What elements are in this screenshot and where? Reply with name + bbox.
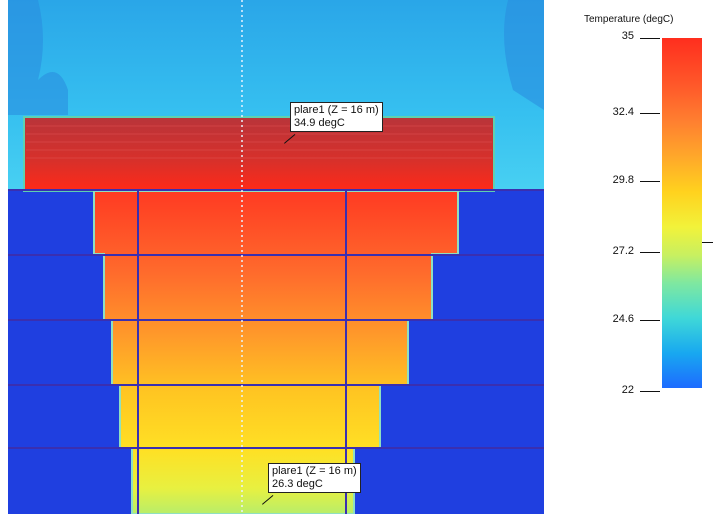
- probe-value: 34.9 degC: [294, 117, 379, 130]
- simulation-viewport[interactable]: plare1 (Z = 16 m) 34.9 degC plare1 (Z = …: [8, 0, 544, 514]
- probe-title: plare1 (Z = 16 m): [272, 465, 357, 478]
- legend-tick-label: 27.2: [574, 245, 634, 257]
- legend-tick-label: 29.8: [574, 174, 634, 186]
- legend-title: Temperature (degC): [584, 14, 673, 25]
- colorbar: [662, 38, 702, 388]
- legend-tick-label: 22: [574, 384, 634, 396]
- top-heated-block: [24, 117, 494, 191]
- probe-label-bottom[interactable]: plare1 (Z = 16 m) 26.3 degC: [268, 463, 361, 493]
- legend-tick-label: 24.6: [574, 313, 634, 325]
- legend-indicator-mark: [702, 242, 713, 243]
- temperature-contour-plot: [8, 0, 544, 514]
- probe-value: 26.3 degC: [272, 478, 357, 491]
- legend-tick-mark: [640, 391, 660, 392]
- temperature-legend: Temperature (degC) 35 32.4 29.8 27.2 24.…: [544, 0, 713, 514]
- probe-label-top[interactable]: plare1 (Z = 16 m) 34.9 degC: [290, 102, 383, 132]
- legend-tick-mark: [640, 38, 660, 39]
- legend-tick-label: 32.4: [574, 106, 634, 118]
- legend-tick-label: 35: [574, 30, 634, 42]
- legend-tick-mark: [640, 181, 660, 182]
- legend-tick-mark: [640, 113, 660, 114]
- legend-tick-mark: [640, 320, 660, 321]
- probe-title: plare1 (Z = 16 m): [294, 104, 379, 117]
- legend-tick-mark: [640, 252, 660, 253]
